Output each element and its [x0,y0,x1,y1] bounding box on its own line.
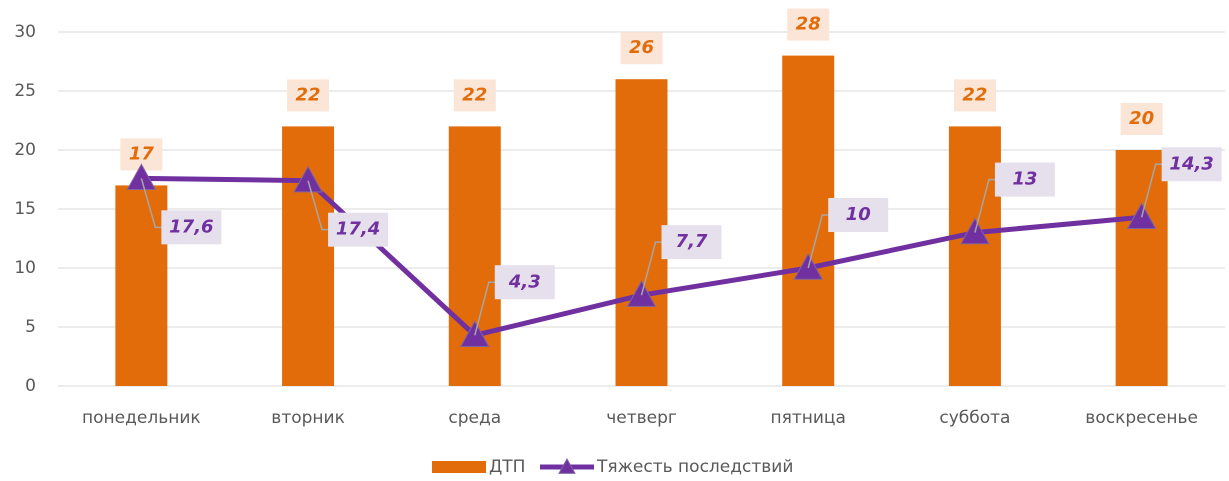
y-tick-label: 25 [14,81,36,101]
y-tick-label: 5 [25,317,36,337]
data-label: 26 [629,37,654,58]
data-label: 7,7 [676,231,708,252]
leader-line [140,178,162,229]
bar [948,126,1001,387]
data-label-box [1161,147,1222,182]
legend-label: Тяжесть последствий [596,457,793,477]
bar [1115,150,1168,386]
bar [782,55,835,386]
leader-line [1140,163,1162,218]
x-tick-label: среда [448,408,501,428]
leader-line [807,214,829,269]
data-label: 20 [1129,108,1154,129]
data-label-box [953,79,996,112]
data-label: 10 [846,204,871,225]
bar [448,126,501,387]
data-label-box [453,79,496,112]
data-label: 22 [462,84,487,105]
legend-marker [558,457,576,474]
x-tick-label: пятница [771,408,846,428]
x-tick-label: понедельник [82,408,201,428]
x-tick-label: вторник [271,408,345,428]
x-tick-label: четверг [606,408,677,428]
data-label: 28 [796,14,821,35]
data-label: 22 [296,84,321,105]
bar [115,185,168,386]
data-label-box [287,79,330,112]
leader-line [474,281,495,336]
data-label: 13 [1012,169,1037,190]
data-label-box [494,265,555,300]
y-tick-label: 10 [14,258,36,278]
line-marker [126,163,157,191]
data-label-box [1120,103,1163,135]
y-tick-label: 30 [14,22,36,42]
leader-line [307,180,329,231]
data-label-box [828,198,889,232]
y-tick-label: 0 [25,376,36,396]
x-tick-label: воскресенье [1085,408,1198,428]
data-label: 4,3 [508,271,541,292]
x-tick-label: суббота [939,408,1010,428]
legend-label: ДТП [489,457,525,477]
bar [282,126,335,387]
legend-swatch [432,461,486,473]
data-label-box [161,210,222,245]
data-label-box [787,8,830,41]
data-label: 17,6 [169,216,213,237]
data-label: 17 [129,143,155,164]
data-label-box [994,162,1055,197]
data-label-box [328,212,389,247]
data-label: 22 [962,84,987,105]
data-label-box [620,32,663,65]
y-tick-label: 15 [14,199,36,219]
data-label: 17,4 [336,219,380,240]
leader-line [640,241,662,296]
data-label: 14,3 [1169,153,1213,174]
y-tick-label: 20 [14,140,36,160]
bar [615,79,668,386]
data-label-box [661,225,722,260]
leader-line [974,178,995,233]
line-marker [293,165,323,193]
